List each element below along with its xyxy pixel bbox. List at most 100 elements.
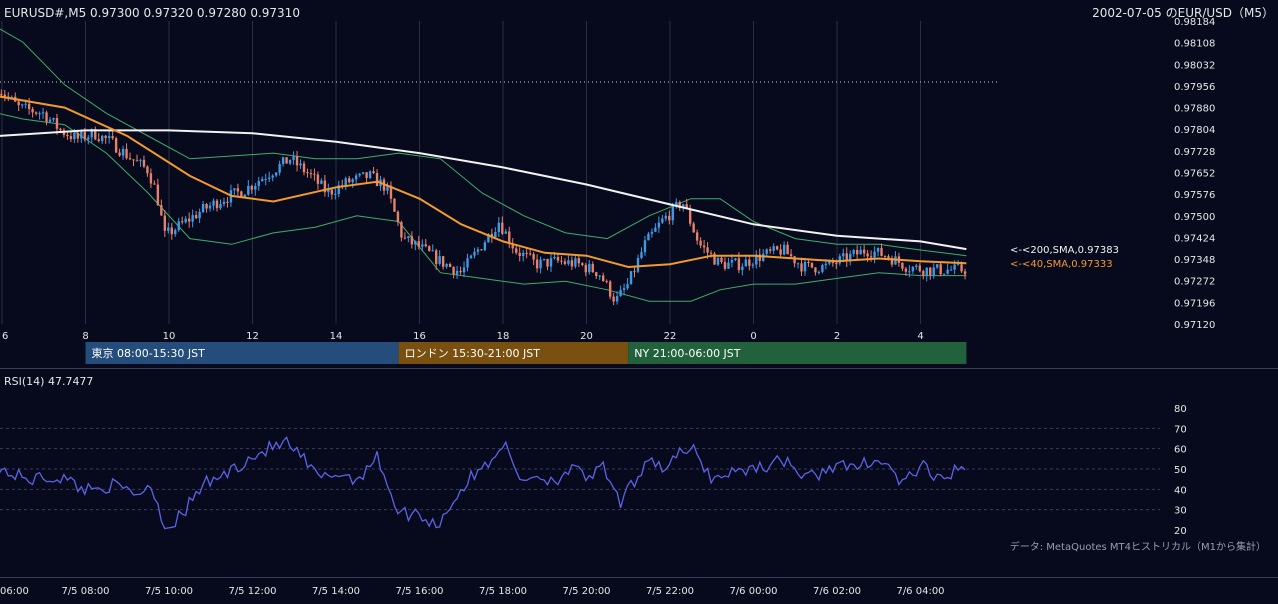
candle-body xyxy=(76,132,80,139)
candle-body xyxy=(441,256,445,267)
candle-body xyxy=(929,267,932,276)
candle-body xyxy=(688,208,692,224)
candle-body xyxy=(744,259,748,267)
candle-body xyxy=(793,256,796,264)
candles-layer xyxy=(0,89,967,306)
time-tick-label: 7/5 22:00 xyxy=(646,586,694,597)
candle-body xyxy=(779,249,782,255)
candle-body xyxy=(504,231,507,234)
candle-body xyxy=(34,112,38,114)
candle-body xyxy=(386,185,389,191)
bollinger-bands xyxy=(0,28,967,302)
candle-body xyxy=(501,222,504,234)
candle-body xyxy=(414,241,417,245)
candle-body xyxy=(508,231,511,244)
candle-body xyxy=(849,253,852,262)
sma40-line xyxy=(0,95,967,269)
candle-body xyxy=(862,249,866,254)
candle-body xyxy=(668,215,671,221)
candle-body xyxy=(128,158,132,160)
time-tick-label: 7/5 08:00 xyxy=(61,586,109,597)
candle-body xyxy=(198,212,201,219)
candle-body xyxy=(101,135,104,142)
candle-body xyxy=(518,252,521,256)
time-axis: 06:00 7/5 08:00 7/5 10:00 7/5 12:00 7/5 14:0… xyxy=(0,586,945,597)
time-tick-label: 7/5 12:00 xyxy=(228,586,276,597)
candle-body xyxy=(424,244,427,247)
candle-body xyxy=(876,247,880,252)
price-tick-label: 0.97424 xyxy=(1174,233,1215,244)
candle-body xyxy=(765,249,768,254)
candle-body xyxy=(20,104,24,106)
candle-body xyxy=(720,257,723,263)
candle-body xyxy=(121,148,125,156)
panel-divider xyxy=(0,368,1278,369)
candle-body xyxy=(608,281,612,297)
candle-body xyxy=(605,281,608,283)
candle-body xyxy=(243,194,247,198)
candle-body xyxy=(855,250,859,255)
candle-body xyxy=(723,262,727,269)
time-tick-label: 7/6 04:00 xyxy=(896,586,944,597)
candle-body xyxy=(428,246,431,251)
price-tick-label: 0.97728 xyxy=(1174,147,1215,158)
candle-body xyxy=(400,222,403,238)
candle-body xyxy=(187,218,191,222)
rsi-grid xyxy=(0,427,1160,511)
candle-body xyxy=(55,117,59,129)
time-axis-divider xyxy=(0,577,1278,578)
candle-body xyxy=(125,148,128,159)
candle-body xyxy=(838,256,841,264)
session-block xyxy=(628,342,967,364)
candle-body xyxy=(160,205,163,216)
candle-body xyxy=(334,193,337,195)
candle-body xyxy=(41,112,45,114)
candle-body xyxy=(515,248,518,253)
candle-body xyxy=(939,264,942,275)
candle-body xyxy=(821,265,824,272)
candle-body xyxy=(452,266,455,275)
candle-body xyxy=(803,262,807,272)
hour-tick-label: 8 xyxy=(82,331,88,342)
price-tick-label: 0.97500 xyxy=(1174,212,1215,223)
candle-body xyxy=(695,232,699,241)
candle-body xyxy=(247,185,250,195)
candle-body xyxy=(612,296,615,302)
candle-body xyxy=(814,267,817,273)
candle-body xyxy=(647,233,650,241)
price-tick-label: 0.98108 xyxy=(1174,39,1215,50)
candle-body xyxy=(643,240,647,253)
session-block xyxy=(398,342,629,364)
candle-body xyxy=(354,175,358,180)
candle-body xyxy=(880,247,883,256)
candle-body xyxy=(890,258,894,265)
candle-body xyxy=(835,263,838,265)
candle-body xyxy=(737,258,741,271)
price-tick-label: 0.97348 xyxy=(1174,255,1215,266)
candle-body xyxy=(466,258,469,268)
candle-body xyxy=(107,136,111,139)
candle-body xyxy=(302,163,306,173)
candle-body xyxy=(873,251,876,258)
rsi-tick-label: 50 xyxy=(1174,465,1187,476)
candle-body xyxy=(233,188,236,191)
candle-body xyxy=(786,244,789,255)
candle-body xyxy=(163,215,167,231)
candle-body xyxy=(713,253,716,265)
candle-body xyxy=(45,112,48,122)
candle-body xyxy=(942,273,946,275)
candle-body xyxy=(368,171,372,178)
candle-body xyxy=(521,252,525,256)
candle-body xyxy=(748,259,751,266)
time-tick-label: 7/5 18:00 xyxy=(479,586,527,597)
candle-body xyxy=(73,132,76,140)
candle-body xyxy=(828,260,831,264)
candle-body xyxy=(636,258,640,272)
candle-body xyxy=(417,241,421,247)
time-tick-label: 7/5 10:00 xyxy=(145,586,193,597)
candle-body xyxy=(469,255,473,259)
candle-body xyxy=(403,237,407,239)
price-tick-label: 0.97272 xyxy=(1174,277,1215,288)
hour-axis: 6 8 10 12 14 16 18 20 22 0 2 4 xyxy=(2,331,924,342)
